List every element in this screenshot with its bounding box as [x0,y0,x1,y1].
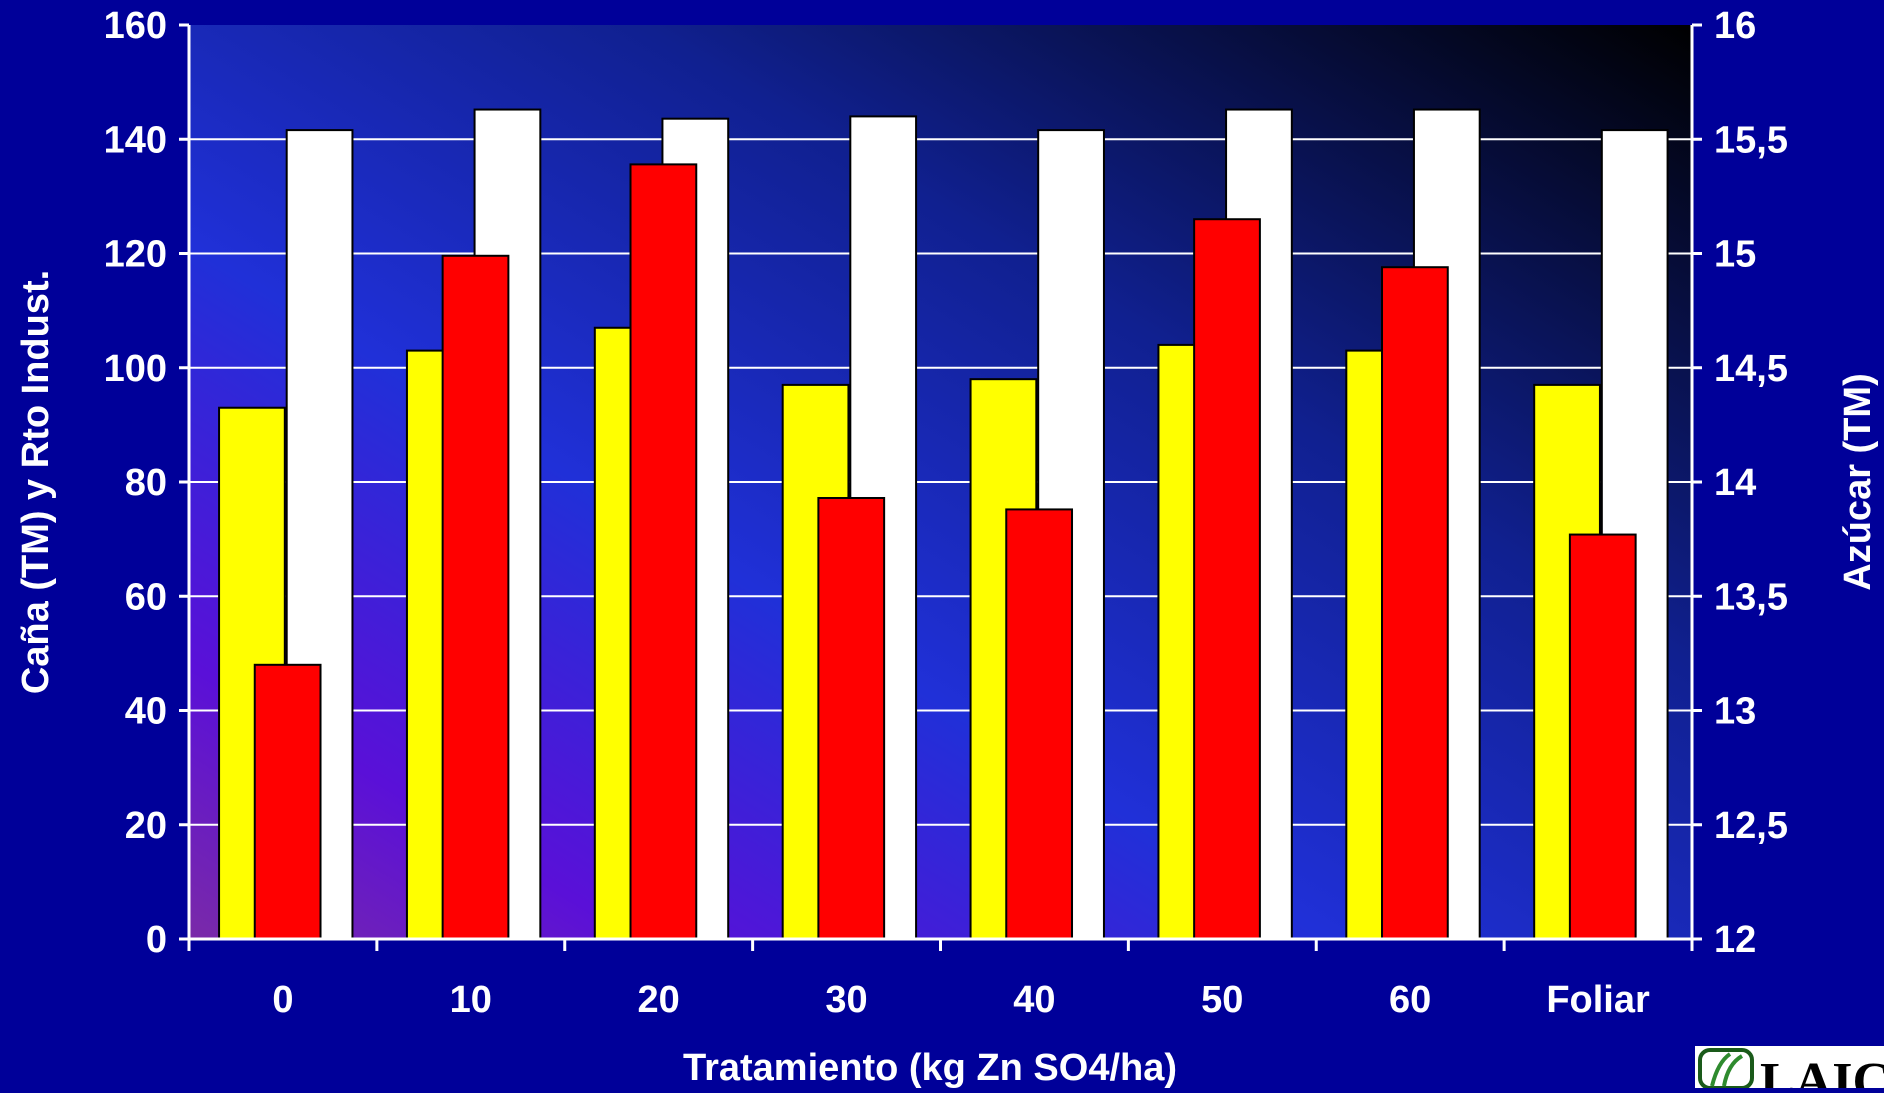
bar-red [629,163,698,940]
y-tick-label: 140 [104,119,167,161]
y-axis-title: Caña (TM) y Rto Indust. [15,270,57,694]
y2-tick-label: 12,5 [1714,805,1788,847]
y-tick-label: 20 [125,805,167,847]
y2-axis-title: Azúcar (TM) [1837,373,1879,590]
y2-tick-label: 16 [1714,5,1756,47]
x-tick-label: 40 [1013,979,1055,1021]
x-axis-title: Tratamiento (kg Zn SO4/ha) [683,1047,1177,1088]
y2-tick-label: 15 [1714,234,1756,276]
bar-red [253,663,322,940]
logo: LAIC [1695,1046,1884,1093]
bar-red [817,496,886,940]
x-tick-label: 10 [450,979,492,1021]
bar-red [1193,218,1261,941]
bar-red [441,254,510,941]
y-tick-label: 60 [125,576,167,618]
x-tick-label: Foliar [1546,979,1650,1021]
bar-red [1381,266,1449,940]
x-tick-label: 30 [825,979,867,1021]
x-tick-label: 60 [1389,979,1431,1021]
y-tick-label: 160 [104,5,167,47]
y-tick-label: 40 [125,691,167,733]
y2-tick-label: 13 [1714,691,1756,733]
bar-red [1568,533,1637,940]
y2-tick-label: 14,5 [1714,348,1788,390]
leaf-icon-stroke [1710,1052,1744,1087]
y2-tick-label: 14 [1714,462,1756,504]
bars [218,108,1669,941]
y2-tick-label: 15,5 [1714,119,1788,161]
y-tick-label: 0 [146,919,167,961]
y2-tick-label: 12 [1714,919,1756,961]
x-tick-label: 50 [1201,979,1243,1021]
axes [179,23,1702,951]
y2-tick-label: 13,5 [1714,576,1788,618]
y-tick-label: 100 [104,348,167,390]
x-tick-label: 0 [272,979,293,1021]
bar-red [1005,508,1074,940]
y-tick-label: 120 [104,234,167,276]
y-tick-label: 80 [125,462,167,504]
x-tick-label: 20 [638,979,680,1021]
logo-text: LAIC [1760,1053,1884,1088]
